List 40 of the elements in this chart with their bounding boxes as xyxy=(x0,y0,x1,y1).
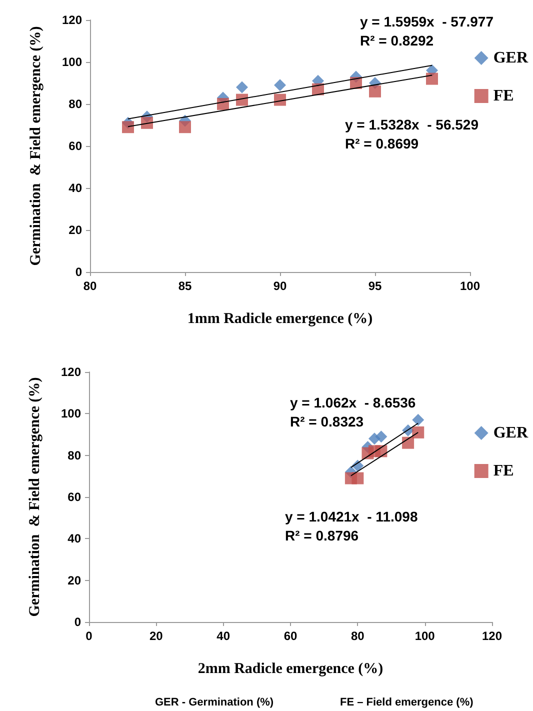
x-tick-label: 120 xyxy=(482,629,502,643)
text: FE – Field emergence (%) xyxy=(340,696,474,708)
x-tick-label: 80 xyxy=(350,629,365,643)
y-axis-title: Germination & Field emergence (%) xyxy=(27,377,43,617)
x-tick-label: 0 xyxy=(86,629,93,643)
x-tick-label: 100 xyxy=(414,629,436,643)
x-axis-title: 1mm Radicle emergence (%) xyxy=(187,311,373,327)
text: GER - Germination (%) xyxy=(155,696,274,708)
y-tick-label: 60 xyxy=(68,490,82,504)
y-tick-label: 120 xyxy=(62,13,82,27)
x-tick-label: 90 xyxy=(273,279,287,293)
legend-label: GER xyxy=(493,50,528,66)
y-tick-label: 0 xyxy=(75,265,82,279)
y-tick-label: 20 xyxy=(68,223,82,237)
y-tick-label: 120 xyxy=(60,365,82,379)
y-tick-label: 80 xyxy=(68,97,82,111)
x-tick-label: 20 xyxy=(149,629,164,643)
y-tick-label: 40 xyxy=(68,532,82,546)
annotation: y = 1.5328x - 56.529 R² = 0.8699 xyxy=(345,116,479,152)
y-tick-label: 40 xyxy=(68,181,82,195)
x-tick-label: 60 xyxy=(284,629,298,643)
x-tick-label: 95 xyxy=(368,279,382,293)
y-tick-label: 100 xyxy=(60,406,82,421)
x-tick-label: 85 xyxy=(178,279,192,293)
annotation: y = 1.5959x - 57.977 R² = 0.8292 xyxy=(360,14,494,48)
legend-label: FE xyxy=(493,462,514,480)
y-tick-label: 0 xyxy=(74,615,82,629)
y-tick-label: 80 xyxy=(68,448,82,462)
y-axis-title: Germination & Field emergence (%) xyxy=(28,26,44,266)
y-tick-label: 100 xyxy=(62,55,82,69)
x-tick-label: 80 xyxy=(83,279,97,293)
y-tick-label: 60 xyxy=(68,139,82,153)
x-tick-label: 100 xyxy=(460,279,480,293)
x-tick-label: 40 xyxy=(216,629,230,643)
annotation: y = 1.0421x - 11.098 R² = 0.8796 xyxy=(285,508,418,544)
legend-label: GER xyxy=(493,424,528,442)
y-tick-label: 20 xyxy=(68,573,82,588)
annotation: y = 1.062x - 8.6536 R² = 0.8323 xyxy=(290,394,416,430)
legend-label: FE xyxy=(493,88,514,104)
x-axis-title: 2mm Radicle emergence (%) xyxy=(198,661,384,677)
